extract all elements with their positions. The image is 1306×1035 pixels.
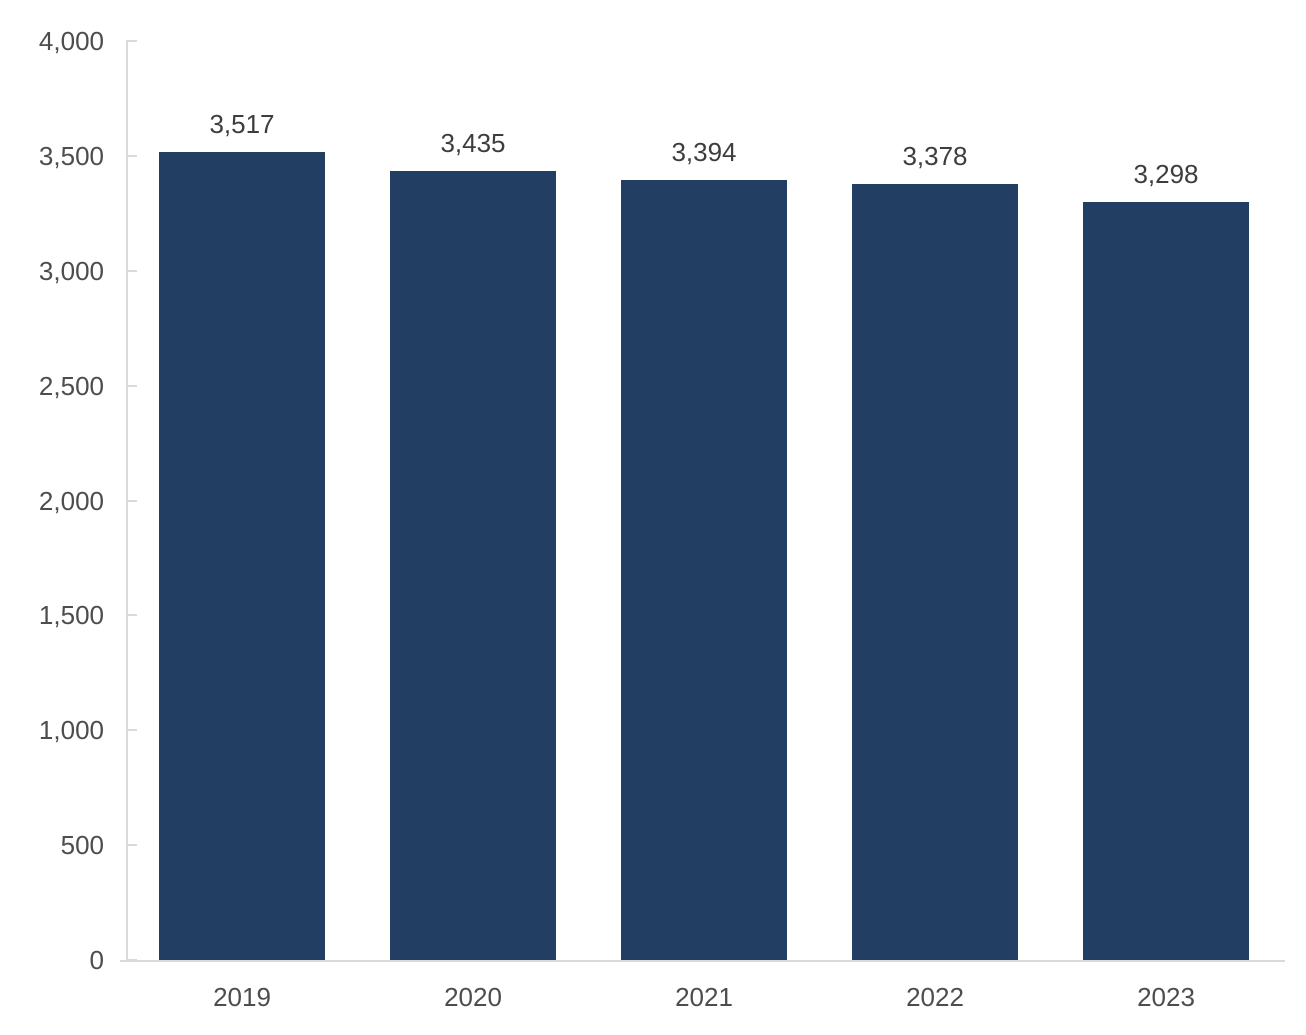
- bar-value-label: 3,298: [1133, 159, 1199, 190]
- y-axis-tick: [126, 959, 137, 961]
- y-axis-tick-label: 2,500: [38, 370, 104, 401]
- y-axis-tick: [126, 729, 137, 732]
- y-axis-tick: [126, 499, 137, 502]
- y-axis-tick-label: 500: [60, 830, 104, 861]
- y-axis-tick: [126, 154, 137, 157]
- y-axis-tick: [126, 614, 137, 617]
- y-axis-tick: [126, 384, 137, 387]
- y-axis-tick-label: 3,000: [38, 255, 104, 286]
- x-axis-category-label: 2021: [675, 982, 733, 1012]
- y-axis-tick-label: 1,500: [38, 600, 104, 631]
- y-axis-tick-label: 0: [89, 945, 104, 975]
- bar-2019: [159, 151, 325, 960]
- x-axis-category-label: 2019: [213, 982, 271, 1012]
- bar-2021: [621, 180, 787, 960]
- y-axis-tick: [126, 40, 137, 42]
- bar-2020: [390, 170, 556, 960]
- y-axis-tick: [126, 269, 137, 272]
- y-axis-tick-label: 4,000: [38, 26, 104, 56]
- bar-2023: [1083, 202, 1249, 960]
- y-axis-tick: [126, 844, 137, 847]
- x-axis-line: [120, 960, 1285, 962]
- y-axis-tick-label: 3,500: [38, 140, 104, 171]
- x-axis-category-label: 2023: [1137, 982, 1195, 1012]
- x-axis-category-label: 2020: [444, 982, 502, 1012]
- y-axis-tick-label: 2,000: [38, 485, 104, 516]
- y-axis-line: [126, 41, 128, 962]
- bar-value-label: 3,517: [209, 108, 275, 139]
- x-axis-category-label: 2022: [906, 982, 964, 1012]
- bar-2022: [852, 183, 1018, 960]
- bar-value-label: 3,378: [902, 140, 968, 171]
- bar-value-label: 3,435: [440, 127, 506, 158]
- bar-value-label: 3,394: [671, 137, 737, 168]
- y-axis-tick-label: 1,000: [38, 715, 104, 746]
